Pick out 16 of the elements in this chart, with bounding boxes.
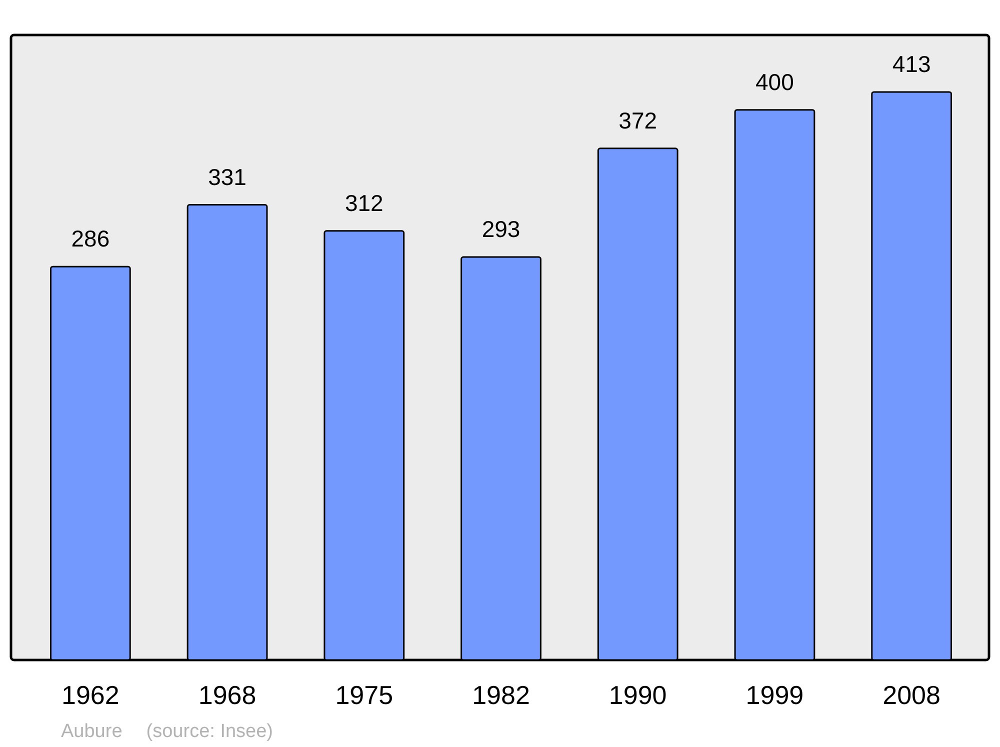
x-tick-label: 2008 [882, 680, 940, 710]
x-tick-label: 1982 [472, 680, 530, 710]
text: Aubure [61, 721, 122, 742]
data-label: 413 [892, 51, 931, 77]
x-tick-label: 1975 [335, 680, 394, 710]
data-label: 312 [344, 190, 384, 216]
text: (source: Insee) [146, 721, 274, 742]
data-label: 331 [208, 164, 246, 190]
data-label: 293 [482, 216, 520, 242]
x-tick-label: 1990 [608, 680, 667, 710]
data-label: 400 [756, 68, 794, 95]
data-label: 286 [71, 226, 110, 252]
x-tick-label: 1968 [198, 680, 256, 710]
x-tick-label: 1962 [62, 680, 120, 710]
x-tick-label: 1999 [746, 680, 804, 710]
data-label: 372 [618, 107, 658, 134]
